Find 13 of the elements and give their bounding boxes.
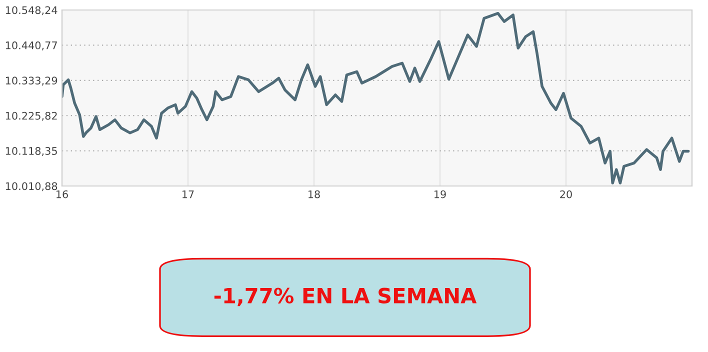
y-tick-label: 10.010,88 xyxy=(6,182,58,192)
y-tick-label: 10.548,24 xyxy=(6,6,58,16)
y-tick-label: 10.225,82 xyxy=(6,112,57,121)
text: -1,77% EN LA SEMANA xyxy=(214,288,477,306)
line-series xyxy=(62,12,690,184)
x-tick-label: 17 xyxy=(182,190,194,198)
x-tick-label: 20 xyxy=(560,190,572,198)
y-tick-label: 10.440,77 xyxy=(6,41,57,50)
y-tick-label: 10.333,29 xyxy=(6,76,58,86)
y-tick-label: 10.118,35 xyxy=(6,147,57,156)
x-tick-label: 16 xyxy=(56,190,68,198)
x-tick-label: 18 xyxy=(308,190,320,198)
x-tick-label: 19 xyxy=(434,190,446,198)
